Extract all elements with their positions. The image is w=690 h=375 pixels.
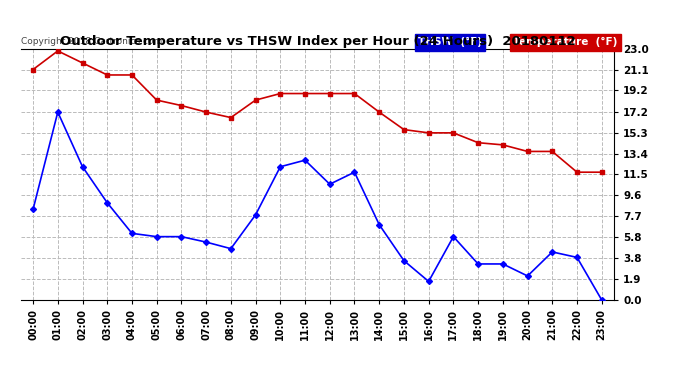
Title: Outdoor Temperature vs THSW Index per Hour (24 Hours)  20180112: Outdoor Temperature vs THSW Index per Ho…: [59, 34, 575, 48]
Text: Copyright 2018 Cartronics.com: Copyright 2018 Cartronics.com: [21, 37, 162, 46]
Text: Temperature  (°F): Temperature (°F): [513, 38, 618, 48]
Text: THSW  (°F): THSW (°F): [418, 38, 482, 48]
